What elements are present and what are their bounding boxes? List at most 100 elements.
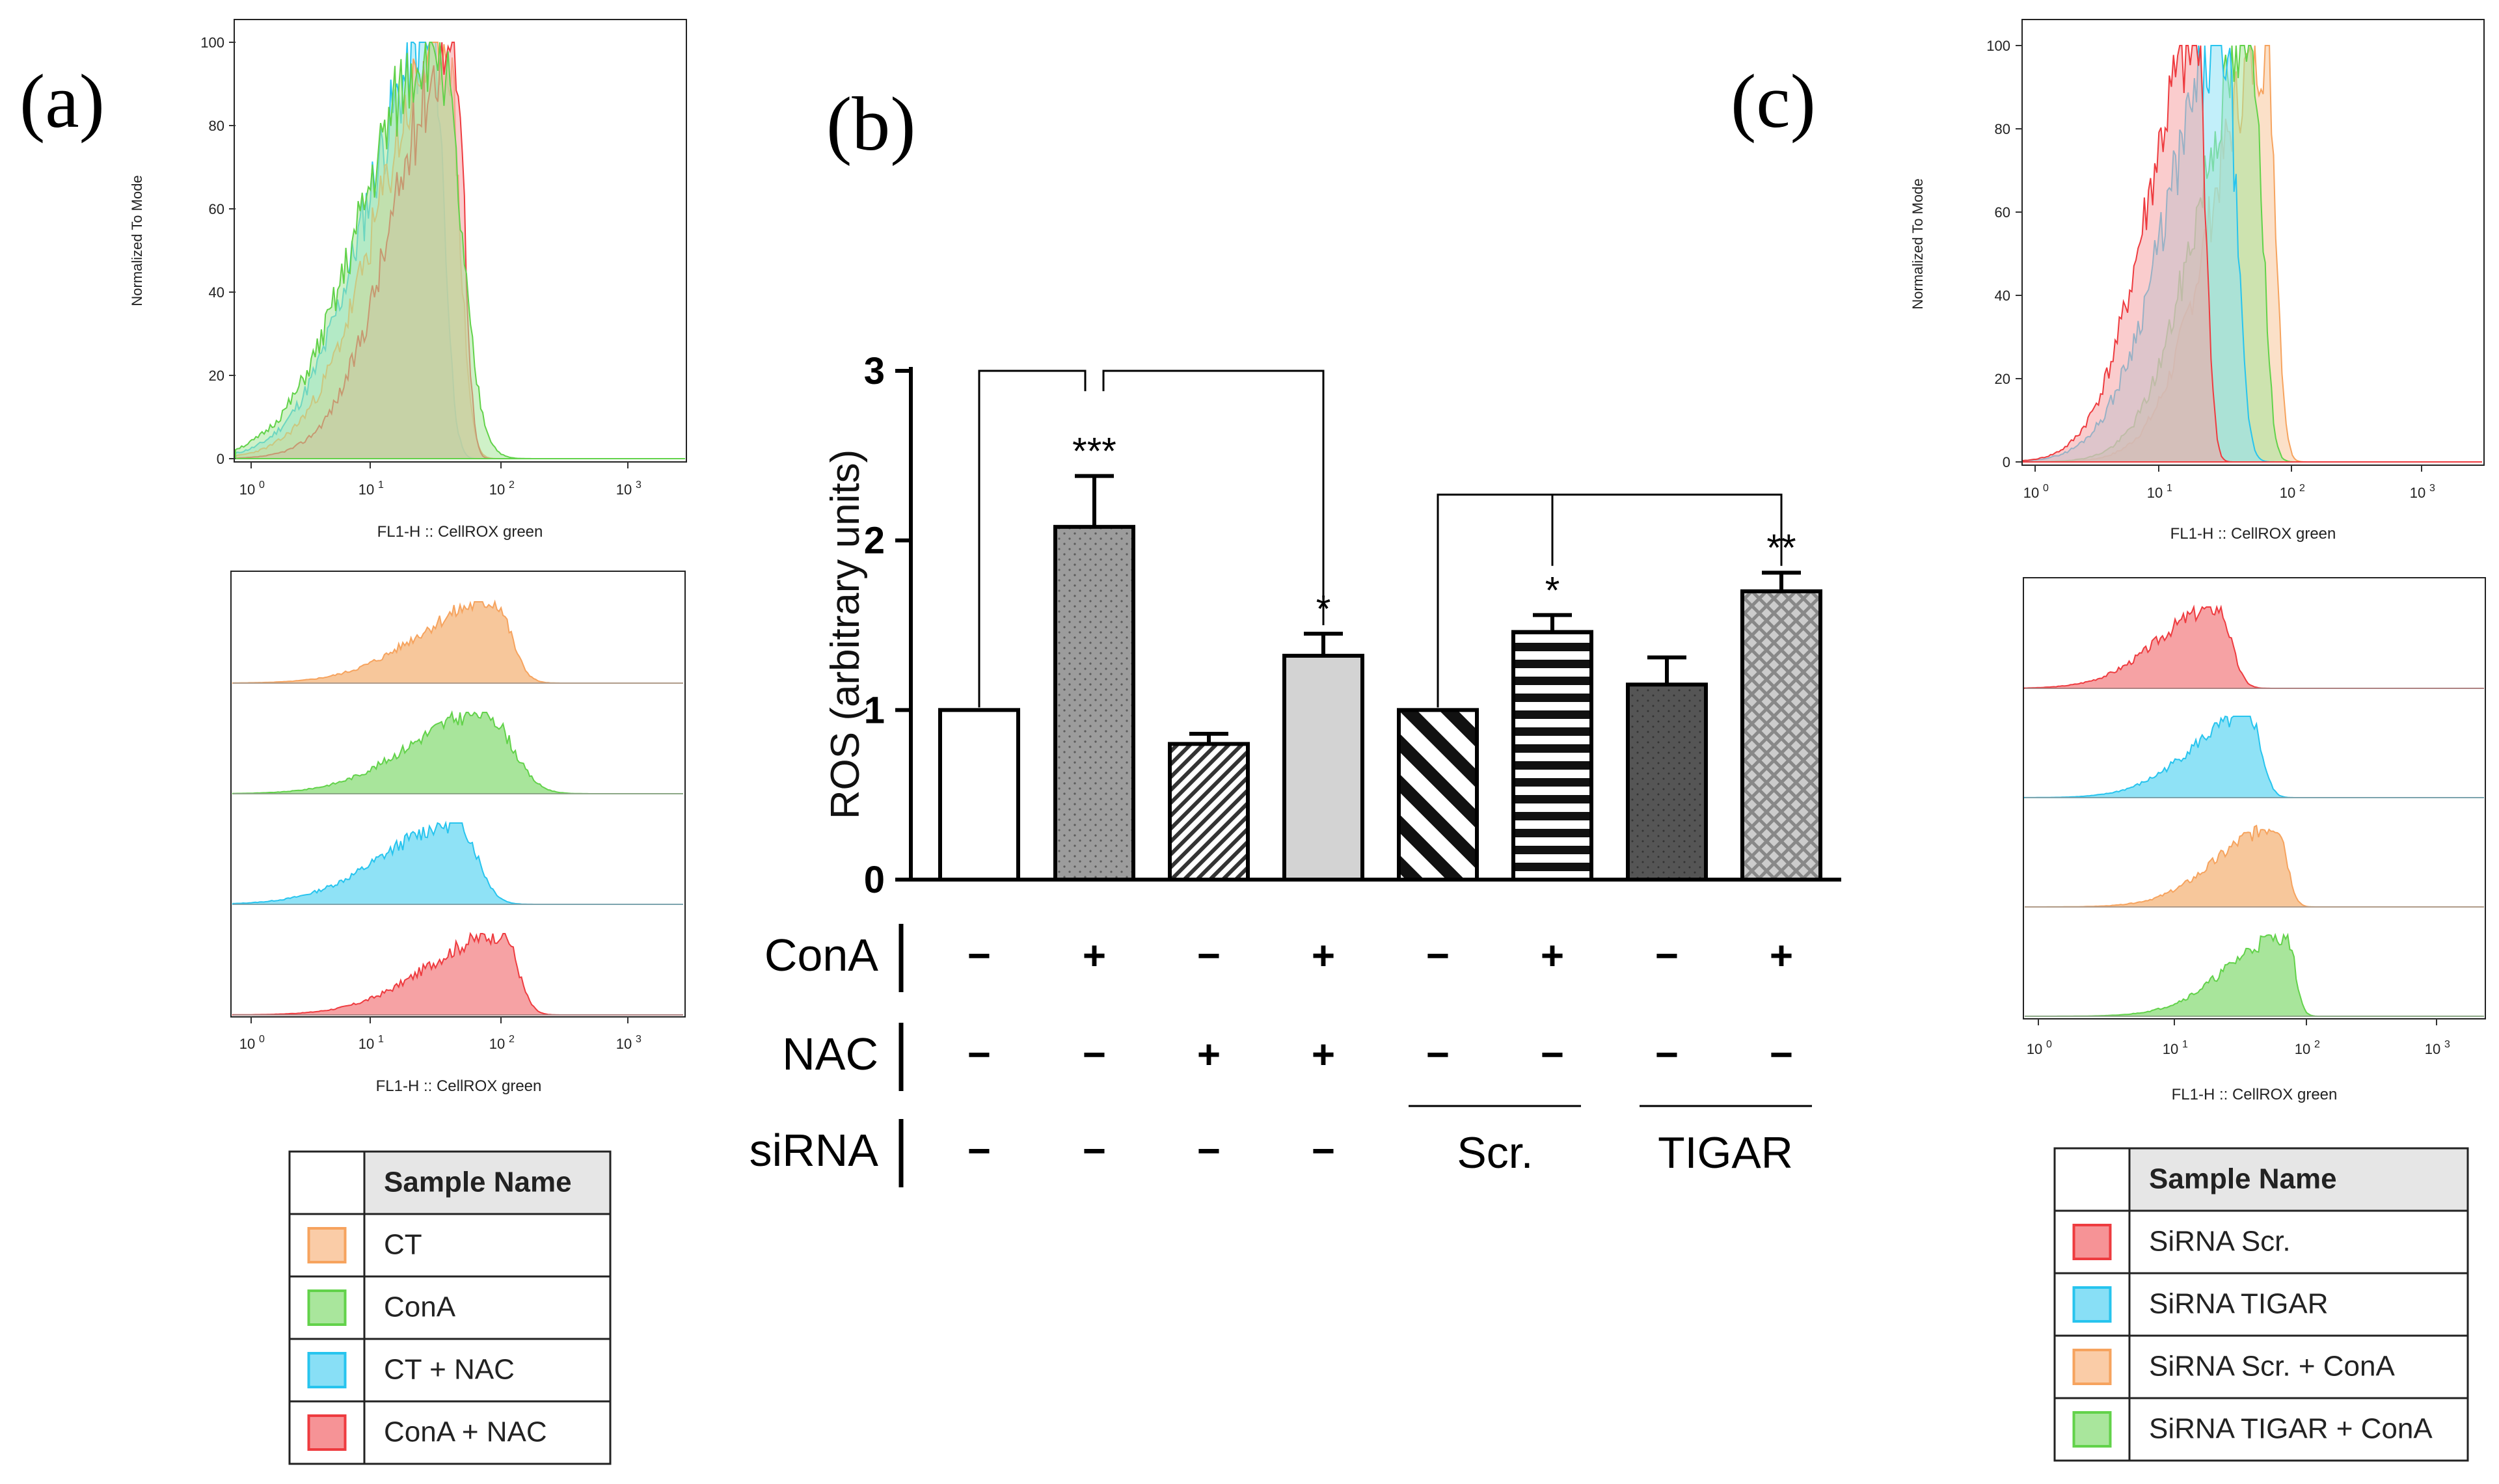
conA-sign: + [1770,934,1793,978]
bar [938,708,1020,882]
histogram-ylabel: Normalized To Mode [1910,178,1926,309]
x-tick-exponent: 0 [259,479,265,491]
bar [1511,630,1593,882]
nac-sign: + [1312,1032,1335,1077]
condition-row-label: NAC [782,1029,878,1079]
histogram-stack-xlabel: FL1-H :: CellROX green [2172,1086,2338,1103]
bar [1397,708,1479,882]
condition-row-label: ConA [764,930,878,980]
bar [1740,589,1822,882]
y-tick-label: 40 [1995,288,2010,304]
x-tick-label: 10 [2027,1041,2042,1057]
y-tick-label: 80 [1995,121,2010,137]
sirna-sign: − [967,1129,991,1174]
x-tick-label: 10 [2295,1041,2310,1057]
legend-label-cell [2128,1397,2469,1462]
bar [1168,742,1250,882]
x-tick-exponent: 2 [509,479,515,491]
x-tick-label: 10 [489,481,505,498]
legend-swatch [2072,1411,2112,1448]
y-tick-label: 1 [864,689,885,731]
x-tick-exponent: 0 [2046,1039,2052,1050]
significance-marker: *** [1072,431,1116,473]
histogram-curve [2025,932,2484,1017]
y-tick-label: 20 [1995,371,2010,387]
x-tick-exponent: 1 [378,479,384,491]
histogram-stack-xlabel: FL1-H :: CellROX green [376,1077,542,1095]
histogram-curve [232,599,683,684]
legend-swatch [2072,1349,2112,1385]
nac-sign: − [1083,1032,1106,1077]
x-tick-exponent: 3 [2444,1039,2450,1050]
y-tick-label: 2 [864,520,885,562]
nac-sign: − [1426,1032,1450,1077]
nac-sign: + [1197,1032,1221,1077]
legend-label: CT [384,1228,422,1260]
x-tick-label: 10 [2425,1041,2440,1057]
sirna-sign: − [1197,1129,1221,1174]
legend-label-cell [363,1400,612,1465]
legend-header-blank [288,1150,366,1215]
chart-ylabel: ROS (arbitrary units) [823,450,868,819]
x-tick-exponent: 3 [636,479,642,491]
bar [1053,524,1135,882]
conA-sign: − [1426,934,1450,978]
y-tick-label: 80 [209,118,224,134]
legend-label-cell [2128,1334,2469,1399]
conA-sign: − [1197,934,1221,978]
x-tick-exponent: 0 [2043,483,2049,494]
conA-sign: − [967,934,991,978]
y-tick-label: 0 [217,451,224,467]
x-tick-label: 10 [616,481,632,498]
comparison-bracket [1102,370,1325,625]
panel-label-c: (c) [1731,59,1816,144]
x-tick-exponent: 2 [2299,483,2305,494]
legend-swatch [307,1289,347,1326]
x-tick-label: 10 [2410,485,2425,501]
histogram-stack-frame [230,571,686,1018]
x-tick-exponent: 1 [2167,483,2172,494]
histogram-stack-frame [2023,577,2486,1019]
histogram-xlabel: FL1-H :: CellROX green [377,523,543,541]
y-tick-label: 100 [1986,38,2010,54]
legend-label-cell [363,1213,612,1278]
x-tick-label: 10 [616,1036,632,1052]
sirna-sign: − [1312,1129,1335,1174]
histogram-curve [2023,45,2482,463]
histogram-curve [2023,45,2482,463]
sirna-sign: − [1083,1129,1106,1174]
x-tick-label: 10 [2163,1041,2178,1057]
histogram-stack-a: FL1-H :: CellROX green 10 0 10 1 10 2 10 3 [230,571,686,1095]
sirna-group-label: TIGAR [1658,1128,1793,1178]
bar [1282,653,1364,882]
histogram-xlabel: FL1-H :: CellROX green [2170,525,2336,543]
histogram-curve [235,42,685,459]
nac-sign: − [967,1032,991,1077]
comparison-bracket [978,370,1087,708]
x-tick-exponent: 2 [2314,1039,2320,1050]
legend-header-text: Sample Name [2149,1163,2337,1194]
condition-row-label: siRNA [750,1125,879,1176]
comparison-bracket [1437,493,1783,708]
legend-label: SiRNA Scr. + ConA [2149,1350,2395,1382]
x-tick-label: 10 [239,481,255,498]
legend-header-cell [2128,1147,2469,1212]
legend-label: SiRNA TIGAR [2149,1288,2328,1319]
histogram-overlay-c: Normalized To Mode FL1-H :: CellROX gree… [1910,19,2485,543]
histogram-curve [232,710,683,794]
legend-header-blank [2053,1147,2131,1212]
legend-swatch [307,1414,347,1451]
x-tick-exponent: 0 [259,1034,265,1045]
x-tick-label: 10 [489,1036,505,1052]
nac-sign: − [1655,1032,1679,1077]
legend-label-cell [2128,1272,2469,1337]
conA-sign: − [1655,934,1679,978]
y-tick-label: 100 [200,34,224,51]
legend-c: Sample Name SiRNA Scr. SiRNA TIGAR SiRNA Sc… [2053,1147,2469,1462]
x-tick-label: 10 [2147,485,2163,501]
histogram-curve [232,932,683,1016]
histogram-curve [2024,604,2484,689]
histogram-ylabel: Normalized To Mode [129,175,145,306]
